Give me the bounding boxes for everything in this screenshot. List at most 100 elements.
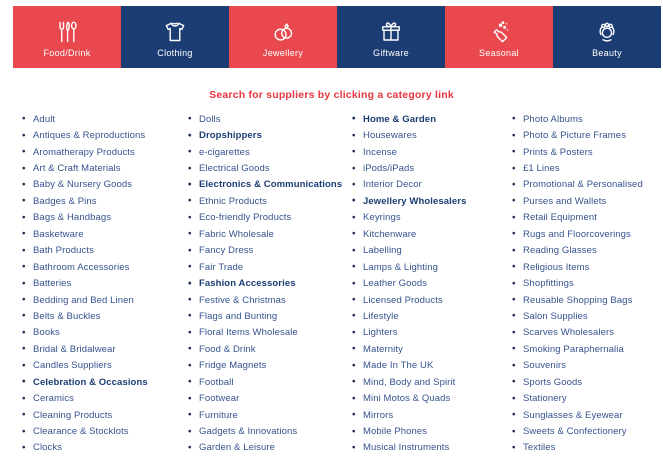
category-link-basketware[interactable]: Basketware bbox=[22, 226, 188, 242]
category-link-smoking-paraphernalia[interactable]: Smoking Paraphernalia bbox=[512, 341, 663, 357]
category-link-reading-glasses[interactable]: Reading Glasses bbox=[512, 243, 663, 259]
category-link-lamps-lighting[interactable]: Lamps & Lighting bbox=[352, 259, 512, 275]
category-link-footwear[interactable]: Footwear bbox=[188, 390, 352, 406]
category-link-candles-suppliers[interactable]: Candles Suppliers bbox=[22, 358, 188, 374]
category-link-labelling[interactable]: Labelling bbox=[352, 243, 512, 259]
tab-clothing[interactable]: Clothing bbox=[121, 6, 229, 68]
category-link-bags-handbags[interactable]: Bags & Handbags bbox=[22, 210, 188, 226]
category-link-fashion-accessories[interactable]: Fashion Accessories bbox=[188, 275, 352, 291]
category-link-sports-goods[interactable]: Sports Goods bbox=[512, 374, 663, 390]
category-link-mind-body-and-spirit[interactable]: Mind, Body and Spirit bbox=[352, 374, 512, 390]
category-column-2: DollsDropshipperse-cigarettesElectrical … bbox=[188, 111, 352, 456]
category-link-kitchenware[interactable]: Kitchenware bbox=[352, 226, 512, 242]
category-link-scarves-wholesalers[interactable]: Scarves Wholesalers bbox=[512, 325, 663, 341]
category-link-incense[interactable]: Incense bbox=[352, 144, 512, 160]
category-link-art-craft-materials[interactable]: Art & Craft Materials bbox=[22, 160, 188, 176]
category-link-aromatherapy-products[interactable]: Aromatherapy Products bbox=[22, 144, 188, 160]
category-link-furniture[interactable]: Furniture bbox=[188, 407, 352, 423]
tab-label: Clothing bbox=[157, 47, 193, 58]
category-link-bridal-bridalwear[interactable]: Bridal & Bridalwear bbox=[22, 341, 188, 357]
page-heading: Search for suppliers by clicking a categ… bbox=[209, 89, 454, 101]
category-link-purses-and-wallets[interactable]: Purses and Wallets bbox=[512, 193, 663, 209]
category-column-3: Home & GardenHousewaresIncenseiPods/iPad… bbox=[352, 111, 512, 456]
category-link-licensed-products[interactable]: Licensed Products bbox=[352, 292, 512, 308]
category-link-rugs-and-floorcoverings[interactable]: Rugs and Floorcoverings bbox=[512, 226, 663, 242]
category-link-ceramics[interactable]: Ceramics bbox=[22, 390, 188, 406]
category-link-souvenirs[interactable]: Souvenirs bbox=[512, 358, 663, 374]
category-link-football[interactable]: Football bbox=[188, 374, 352, 390]
category-link-interior-decor[interactable]: Interior Decor bbox=[352, 177, 512, 193]
tab-giftware[interactable]: Giftware bbox=[337, 6, 445, 68]
category-link-prints-posters[interactable]: Prints & Posters bbox=[512, 144, 663, 160]
category-link-gadgets-innovations[interactable]: Gadgets & Innovations bbox=[188, 423, 352, 439]
category-link-bathroom-accessories[interactable]: Bathroom Accessories bbox=[22, 259, 188, 275]
category-link-bath-products[interactable]: Bath Products bbox=[22, 243, 188, 259]
category-link-jewellery-wholesalers[interactable]: Jewellery Wholesalers bbox=[352, 193, 512, 209]
category-link-mobile-phones[interactable]: Mobile Phones bbox=[352, 423, 512, 439]
category-link-flags-and-bunting[interactable]: Flags and Bunting bbox=[188, 308, 352, 324]
category-link-festive-christmas[interactable]: Festive & Christmas bbox=[188, 292, 352, 308]
category-link-promotional-personalised[interactable]: Promotional & Personalised bbox=[512, 177, 663, 193]
category-link-made-in-the-uk[interactable]: Made In The UK bbox=[352, 358, 512, 374]
category-link-eco-friendly-products[interactable]: Eco-friendly Products bbox=[188, 210, 352, 226]
category-link-clearance-stocklots[interactable]: Clearance & Stocklots bbox=[22, 423, 188, 439]
category-link-religious-items[interactable]: Religious Items bbox=[512, 259, 663, 275]
category-link-belts-buckles[interactable]: Belts & Buckles bbox=[22, 308, 188, 324]
category-link-shopfittings[interactable]: Shopfittings bbox=[512, 275, 663, 291]
category-link-musical-instruments[interactable]: Musical Instruments bbox=[352, 440, 512, 456]
category-link-mini-motos-quads[interactable]: Mini Motos & Quads bbox=[352, 390, 512, 406]
gift-icon bbox=[378, 19, 404, 45]
category-link-home-garden[interactable]: Home & Garden bbox=[352, 111, 512, 127]
category-link-badges-pins[interactable]: Badges & Pins bbox=[22, 193, 188, 209]
category-link-fridge-magnets[interactable]: Fridge Magnets bbox=[188, 358, 352, 374]
category-link-fabric-wholesale[interactable]: Fabric Wholesale bbox=[188, 226, 352, 242]
category-link-retail-equipment[interactable]: Retail Equipment bbox=[512, 210, 663, 226]
rings-icon bbox=[270, 19, 296, 45]
category-link-photo-albums[interactable]: Photo Albums bbox=[512, 111, 663, 127]
category-link-mirrors[interactable]: Mirrors bbox=[352, 407, 512, 423]
category-link-fair-trade[interactable]: Fair Trade bbox=[188, 259, 352, 275]
category-link-electrical-goods[interactable]: Electrical Goods bbox=[188, 160, 352, 176]
category-link-ethnic-products[interactable]: Ethnic Products bbox=[188, 193, 352, 209]
category-link-fancy-dress[interactable]: Fancy Dress bbox=[188, 243, 352, 259]
category-link-photo-picture-frames[interactable]: Photo & Picture Frames bbox=[512, 127, 663, 143]
category-link-clocks[interactable]: Clocks bbox=[22, 440, 188, 456]
tab-label: Beauty bbox=[592, 47, 622, 58]
tab-jewellery[interactable]: Jewellery bbox=[229, 6, 337, 68]
category-link-cleaning-products[interactable]: Cleaning Products bbox=[22, 407, 188, 423]
category-link-sweets-confectionery[interactable]: Sweets & Confectionery bbox=[512, 423, 663, 439]
category-link-textiles[interactable]: Textiles bbox=[512, 440, 663, 456]
category-link-keyrings[interactable]: Keyrings bbox=[352, 210, 512, 226]
category-link-dolls[interactable]: Dolls bbox=[188, 111, 352, 127]
category-link-bedding-and-bed-linen[interactable]: Bedding and Bed Linen bbox=[22, 292, 188, 308]
category-link-1-lines[interactable]: £1 Lines bbox=[512, 160, 663, 176]
category-link-adult[interactable]: Adult bbox=[22, 111, 188, 127]
category-link-baby-nursery-goods[interactable]: Baby & Nursery Goods bbox=[22, 177, 188, 193]
category-link-leather-goods[interactable]: Leather Goods bbox=[352, 275, 512, 291]
category-link-stationery[interactable]: Stationery bbox=[512, 390, 663, 406]
tab-seasonal[interactable]: Seasonal bbox=[445, 6, 553, 68]
category-link-lifestyle[interactable]: Lifestyle bbox=[352, 308, 512, 324]
category-link-lighters[interactable]: Lighters bbox=[352, 325, 512, 341]
category-link-e-cigarettes[interactable]: e-cigarettes bbox=[188, 144, 352, 160]
category-link-dropshippers[interactable]: Dropshippers bbox=[188, 127, 352, 143]
category-link-food-drink[interactable]: Food & Drink bbox=[188, 341, 352, 357]
tab-beauty[interactable]: Beauty bbox=[553, 6, 661, 68]
category-link-electronics-communications[interactable]: Electronics & Communications bbox=[188, 177, 352, 193]
champagne-icon bbox=[486, 19, 512, 45]
category-link-batteries[interactable]: Batteries bbox=[22, 275, 188, 291]
category-link-sunglasses-eyewear[interactable]: Sunglasses & Eyewear bbox=[512, 407, 663, 423]
category-link-maternity[interactable]: Maternity bbox=[352, 341, 512, 357]
category-link-salon-supplies[interactable]: Salon Supplies bbox=[512, 308, 663, 324]
category-link-antiques-reproductions[interactable]: Antiques & Reproductions bbox=[22, 127, 188, 143]
category-link-ipods-ipads[interactable]: iPods/iPads bbox=[352, 160, 512, 176]
category-link-celebration-occasions[interactable]: Celebration & Occasions bbox=[22, 374, 188, 390]
category-link-floral-items-wholesale[interactable]: Floral Items Wholesale bbox=[188, 325, 352, 341]
tab-food-drink[interactable]: Food/Drink bbox=[13, 6, 121, 68]
category-link-books[interactable]: Books bbox=[22, 325, 188, 341]
category-link-reusable-shopping-bags[interactable]: Reusable Shopping Bags bbox=[512, 292, 663, 308]
category-link-garden-leisure[interactable]: Garden & Leisure bbox=[188, 440, 352, 456]
category-link-housewares[interactable]: Housewares bbox=[352, 127, 512, 143]
cutlery-icon bbox=[54, 19, 80, 45]
tab-label: Seasonal bbox=[479, 47, 519, 58]
